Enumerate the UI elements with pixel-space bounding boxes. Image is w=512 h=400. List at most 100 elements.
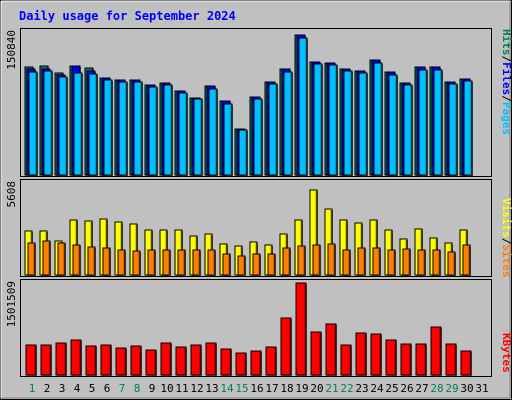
x-tick-label: 9 xyxy=(149,382,156,395)
x-tick-label: 1 xyxy=(29,382,36,395)
pages-bar-day-25 xyxy=(388,74,398,176)
x-tick-label: 10 xyxy=(160,382,173,395)
kbytes-panel-legend: KBytes xyxy=(500,333,512,373)
sites-bar-day-1 xyxy=(27,242,36,276)
kbytes-bar-day-17 xyxy=(265,346,277,376)
sites-bar-day-26 xyxy=(402,248,411,276)
visits-panel-legend: Visits/Sites xyxy=(500,198,512,278)
pages-bar-day-18 xyxy=(283,71,293,176)
x-tick-label: 15 xyxy=(235,382,248,395)
legend-separator: / xyxy=(500,238,512,245)
sites-bar-day-28 xyxy=(432,249,441,276)
kbytes-bar-day-11 xyxy=(175,346,187,376)
pages-bar-day-29 xyxy=(448,83,458,176)
kbytes-bar-day-25 xyxy=(385,339,397,376)
sites-bar-day-12 xyxy=(192,249,201,276)
kbytes-bar-day-21 xyxy=(325,323,337,376)
sites-bar-day-5 xyxy=(87,246,96,276)
x-tick-label: 23 xyxy=(355,382,368,395)
sites-bar-day-23 xyxy=(357,247,366,276)
pages-bar-day-20 xyxy=(313,63,323,176)
legend-separator: / xyxy=(500,95,512,102)
kbytes-bar-day-23 xyxy=(355,332,367,376)
chart-title: Daily usage for September 2024 xyxy=(19,9,236,23)
kbytes-bar-day-22 xyxy=(340,344,352,376)
sites-bar-day-19 xyxy=(297,245,306,276)
kbytes-bar-day-20 xyxy=(310,331,322,376)
hits-panel-legend: Hits/Files/Pages xyxy=(500,29,512,135)
x-tick-label: 22 xyxy=(340,382,353,395)
sites-bar-day-24 xyxy=(372,247,381,276)
pages-bar-day-22 xyxy=(343,70,353,176)
kbytes-max-label: 1501509 xyxy=(5,281,18,327)
chart-bars xyxy=(24,34,473,376)
x-tick-label: 7 xyxy=(119,382,126,395)
kbytes-bar-day-16 xyxy=(250,350,262,376)
pages-bar-day-9 xyxy=(148,86,158,176)
sites-bar-day-15 xyxy=(237,255,246,276)
x-tick-label: 17 xyxy=(265,382,278,395)
sites-bar-day-20 xyxy=(312,244,321,276)
sites-bar-day-6 xyxy=(102,247,111,276)
kbytes-bar-day-28 xyxy=(430,326,442,376)
x-tick-label: 21 xyxy=(325,382,338,395)
kbytes-bar-day-4 xyxy=(70,339,82,376)
x-tick-label: 20 xyxy=(310,382,323,395)
legend-separator: / xyxy=(500,56,512,63)
kbytes-bar-day-5 xyxy=(85,345,97,376)
sites-bar-day-14 xyxy=(222,253,231,276)
kbytes-bar-day-13 xyxy=(205,342,217,376)
legend-hits: Hits xyxy=(500,29,512,56)
x-tick-label: 5 xyxy=(89,382,96,395)
kbytes-bar-day-30 xyxy=(460,350,472,376)
sites-bar-day-4 xyxy=(72,244,81,276)
sites-bar-day-11 xyxy=(177,249,186,276)
pages-bar-day-5 xyxy=(88,73,98,176)
pages-bar-day-26 xyxy=(403,84,413,176)
x-axis-labels: 1 2 3 4 5 6 7 8 9 10 11 12 13 14 15 16 17 18 19 20 21 22 23 24 2… xyxy=(29,382,489,395)
pages-bar-day-12 xyxy=(193,98,203,176)
sites-bar-day-25 xyxy=(387,249,396,276)
x-tick-label: 12 xyxy=(190,382,203,395)
kbytes-bar-day-1 xyxy=(25,344,37,376)
kbytes-bar-day-9 xyxy=(145,349,157,376)
legend-pages: Pages xyxy=(500,102,512,135)
kbytes-bar-day-6 xyxy=(100,344,112,376)
kbytes-bar-day-12 xyxy=(190,344,202,376)
x-tick-label: 14 xyxy=(220,382,234,395)
pages-bar-day-15 xyxy=(238,129,248,176)
sites-bar-day-2 xyxy=(42,240,51,276)
pages-bar-day-16 xyxy=(253,98,263,176)
pages-bar-day-7 xyxy=(118,81,128,176)
pages-bar-day-14 xyxy=(223,103,233,176)
pages-bar-day-4 xyxy=(73,72,83,176)
x-tick-label: 26 xyxy=(400,382,413,395)
legend-visits: Visits xyxy=(500,198,512,238)
kbytes-bar-day-18 xyxy=(280,317,292,376)
sites-bar-day-7 xyxy=(117,249,126,276)
x-tick-label: 27 xyxy=(415,382,428,395)
sites-bar-day-16 xyxy=(252,253,261,276)
x-tick-label: 30 xyxy=(460,382,473,395)
pages-bar-day-11 xyxy=(178,92,188,176)
pages-bar-day-23 xyxy=(358,72,368,176)
kbytes-bar-day-29 xyxy=(445,343,457,376)
x-tick-label: 19 xyxy=(295,382,308,395)
pages-bar-day-1 xyxy=(28,71,38,176)
pages-bar-day-27 xyxy=(418,69,428,176)
legend-kbytes: KBytes xyxy=(500,333,512,373)
kbytes-bar-day-19 xyxy=(295,282,307,376)
pages-bar-day-2 xyxy=(43,70,53,176)
sites-bar-day-17 xyxy=(267,253,276,276)
pages-bar-day-28 xyxy=(433,69,443,176)
x-tick-label: 6 xyxy=(104,382,111,395)
x-tick-label: 24 xyxy=(370,382,384,395)
x-tick-label: 3 xyxy=(59,382,66,395)
kbytes-bar-day-15 xyxy=(235,352,247,376)
x-tick-label: 16 xyxy=(250,382,263,395)
legend-files: Files xyxy=(500,62,512,95)
pages-bar-day-13 xyxy=(208,88,218,176)
x-tick-label: 18 xyxy=(280,382,293,395)
sites-bar-day-18 xyxy=(282,247,291,276)
kbytes-bar-day-2 xyxy=(40,344,52,376)
